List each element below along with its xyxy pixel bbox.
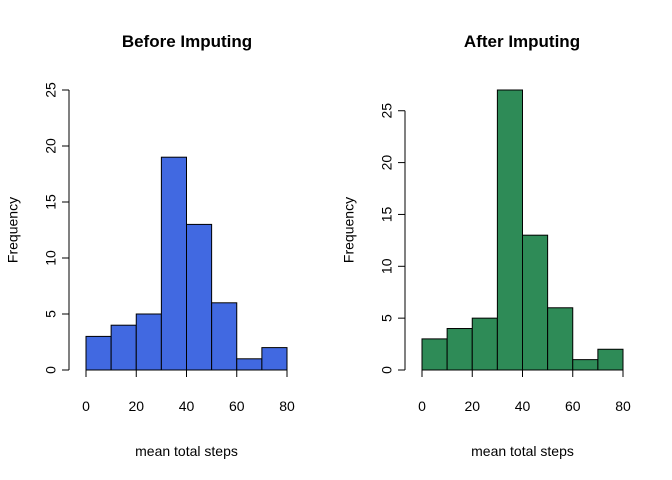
histogram-bar [261, 347, 288, 371]
y-tick-label: 25 [379, 103, 395, 119]
histogram-bar [597, 348, 624, 371]
x-tick-label: 60 [229, 398, 245, 414]
y-tick-label: 20 [379, 155, 395, 171]
histogram-bar [421, 338, 448, 371]
histogram-bar [160, 156, 187, 371]
x-axis-label: mean total steps [135, 443, 238, 459]
histogram-bar [471, 317, 498, 371]
histogram-bar [110, 324, 137, 371]
histogram-bar [547, 307, 574, 371]
x-tick-label: 20 [128, 398, 144, 414]
x-tick-label: 40 [179, 398, 195, 414]
after-imputing-panel: After Imputing mean total steps Frequenc… [341, 32, 631, 459]
before-imputing-panel: Before Imputing mean total steps Frequen… [5, 32, 295, 459]
y-tick-label: 25 [43, 82, 59, 98]
histogram-bar [135, 313, 162, 371]
histogram-bar [522, 234, 549, 371]
x-tick-label: 0 [82, 398, 90, 414]
x-tick-label: 0 [418, 398, 426, 414]
y-tick-label: 5 [43, 310, 59, 318]
y-tick-label: 15 [43, 194, 59, 210]
x-tick-label: 80 [279, 398, 295, 414]
x-tick-label: 40 [515, 398, 531, 414]
x-tick-label: 20 [464, 398, 480, 414]
histogram-bar [236, 358, 263, 371]
histogram-bar [446, 328, 473, 371]
y-tick-label: 20 [43, 138, 59, 154]
chart-title: After Imputing [464, 32, 580, 51]
y-tick-label: 10 [379, 258, 395, 274]
histogram-bar [572, 359, 599, 371]
y-tick-label: 0 [43, 366, 59, 374]
histogram-bar [85, 335, 112, 371]
y-tick-label: 5 [379, 314, 395, 322]
x-axis-label: mean total steps [471, 443, 574, 459]
histogram-bar [496, 89, 523, 371]
y-tick-label: 10 [43, 250, 59, 266]
x-tick-label: 80 [615, 398, 631, 414]
histogram-bar [211, 302, 238, 371]
histogram-bar [186, 223, 213, 371]
y-tick-label: 15 [379, 206, 395, 222]
chart-title: Before Imputing [122, 32, 252, 51]
x-tick-label: 60 [565, 398, 581, 414]
y-axis-label: Frequency [341, 197, 357, 263]
y-axis-label: Frequency [5, 197, 21, 263]
y-tick-label: 0 [379, 366, 395, 374]
